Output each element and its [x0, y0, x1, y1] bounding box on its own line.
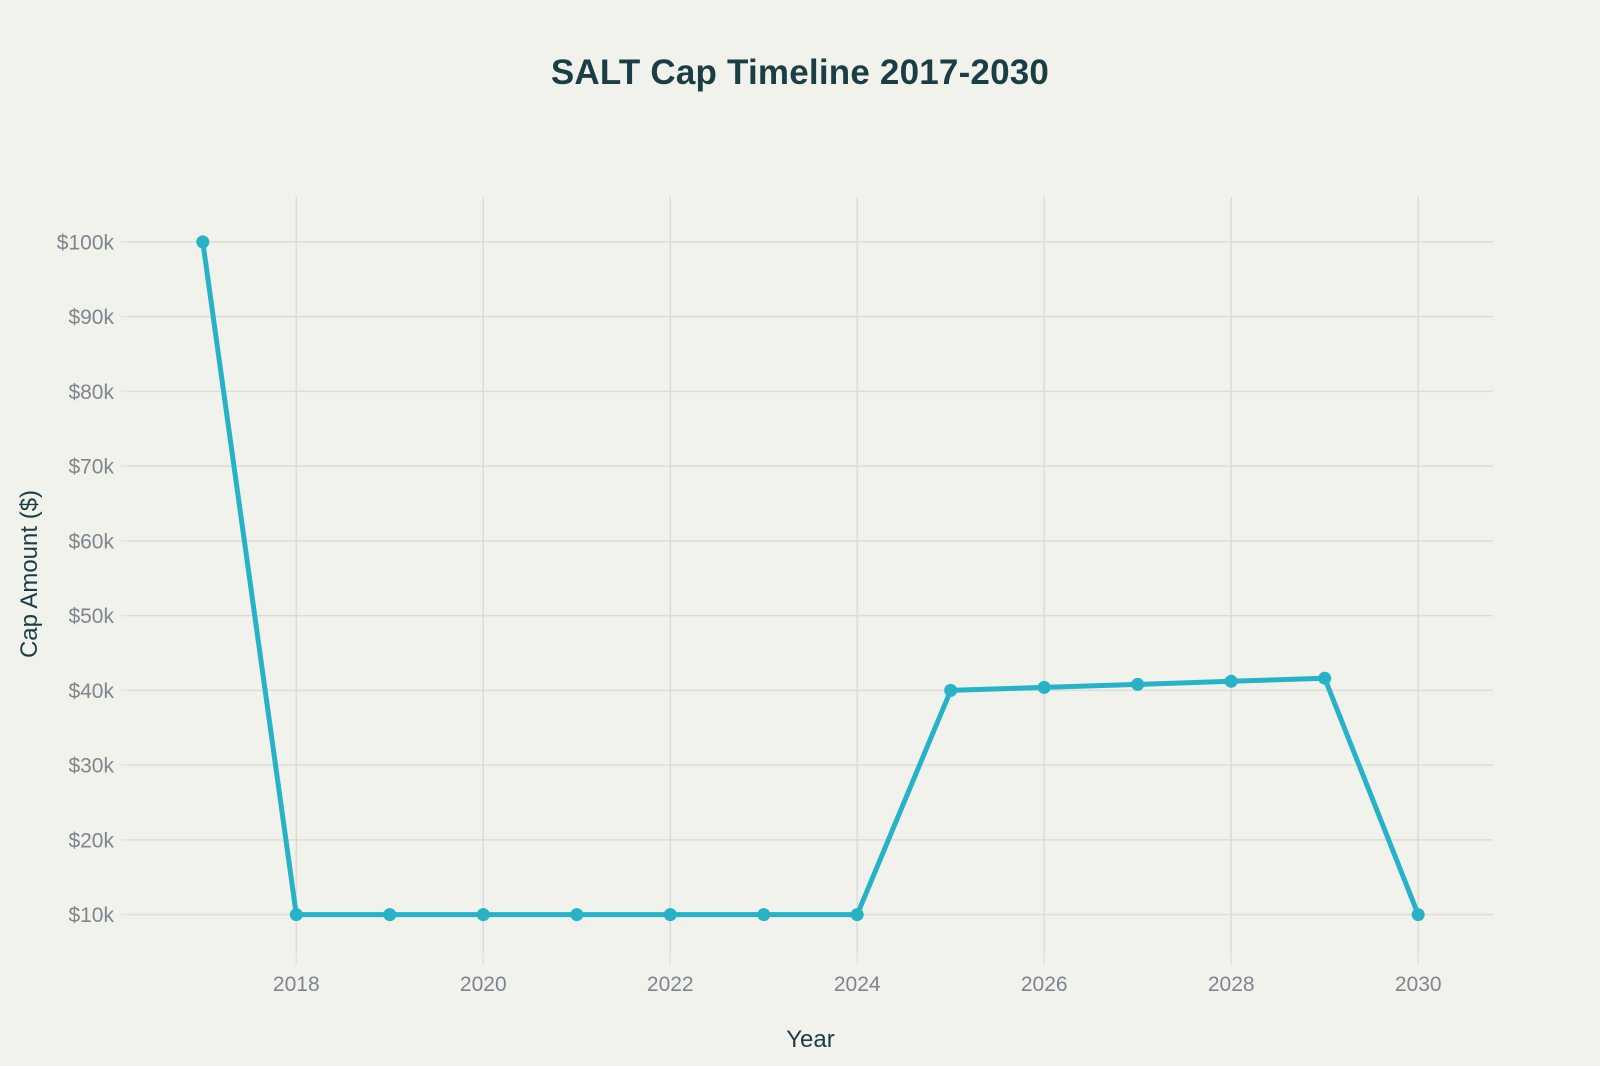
data-point[interactable] [476, 908, 490, 922]
data-point[interactable] [757, 908, 771, 922]
data-point[interactable] [1318, 671, 1332, 685]
series-line [200, 239, 1421, 918]
data-point[interactable] [850, 908, 864, 922]
data-point[interactable] [289, 908, 303, 922]
x-tick-label: 2022 [647, 973, 694, 996]
x-tick-label: 2018 [273, 973, 320, 996]
y-tick-label: $60k [68, 530, 114, 553]
data-point[interactable] [196, 235, 210, 249]
data-point[interactable] [663, 908, 677, 922]
x-tick-label: 2024 [834, 973, 881, 996]
chart-title: SALT Cap Timeline 2017-2030 [550, 53, 1050, 92]
data-point[interactable] [1411, 908, 1425, 922]
x-axis-title: Year [786, 1026, 835, 1053]
x-tick-label: 2020 [460, 973, 507, 996]
y-tick-label: $70k [68, 456, 114, 479]
data-point[interactable] [1037, 680, 1051, 694]
data-point[interactable] [1224, 674, 1238, 688]
y-tick-label: $30k [68, 755, 114, 778]
y-tick-label: $10k [68, 904, 114, 927]
x-tick-label: 2030 [1395, 973, 1442, 996]
y-tick-label: $100k [57, 231, 115, 254]
x-tick-label: 2026 [1021, 973, 1068, 996]
data-point[interactable] [1131, 677, 1145, 691]
data-point[interactable] [944, 683, 958, 697]
data-point[interactable] [570, 908, 584, 922]
y-tick-label: $20k [68, 829, 114, 852]
y-tick-label: $50k [68, 605, 114, 628]
x-tick-label: 2028 [1208, 973, 1255, 996]
data-point[interactable] [383, 908, 397, 922]
y-tick-label: $80k [68, 381, 114, 404]
y-tick-label: $40k [68, 680, 114, 703]
y-tick-label: $90k [68, 306, 114, 329]
